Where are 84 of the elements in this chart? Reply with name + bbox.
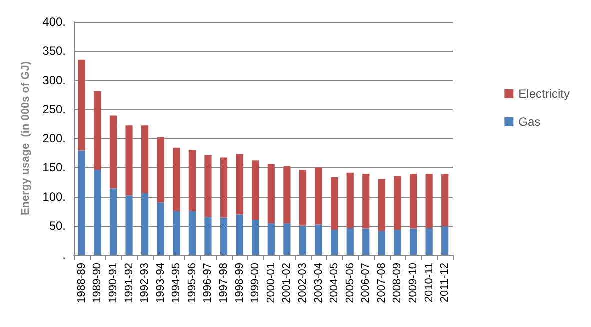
x-tick-label: 1998-99 [234, 263, 246, 304]
x-tick-label: 2002-03 [296, 263, 309, 304]
y-tick-label: 300. [42, 73, 66, 88]
x-tick-label: 1991-92 [123, 263, 136, 304]
y-tick-label: 250. [42, 102, 66, 116]
bar [284, 224, 291, 255]
x-tick-label: 2003-04 [312, 263, 325, 304]
bar [220, 158, 228, 218]
y-tick-label: 400. [42, 15, 66, 29]
bar [394, 230, 402, 255]
legend-label: Electricity [518, 87, 570, 101]
y-axis-title: Energy usage (in 000s of GJ) [20, 61, 32, 216]
x-tick-label: 2001-02 [281, 263, 294, 304]
bar [346, 172, 354, 228]
y-tick-label: . [62, 248, 66, 262]
y-tick-label: 50. [49, 218, 66, 233]
y-tick-label: 150. [42, 160, 66, 175]
bar [299, 170, 307, 226]
bar [126, 126, 133, 196]
bar [94, 91, 102, 170]
bar [204, 155, 212, 218]
bar [268, 164, 275, 224]
bar [410, 228, 418, 255]
bar [252, 220, 260, 255]
bar [331, 230, 338, 255]
x-tick-label: 1996-97 [202, 263, 214, 304]
bar [442, 174, 449, 226]
bar [315, 168, 322, 225]
bar [204, 217, 212, 255]
bar [378, 231, 386, 255]
bar [157, 202, 164, 255]
x-tick-label: 2008-09 [392, 263, 404, 304]
bar [173, 211, 180, 255]
bar [362, 228, 370, 255]
y-tick-label: 350. [42, 44, 66, 58]
bar [331, 178, 338, 230]
x-tick-label: 2006-07 [360, 263, 372, 304]
bar [378, 179, 386, 232]
x-tick-label: 2010-11 [423, 263, 436, 303]
bar [173, 148, 180, 212]
x-tick-label: 1995-96 [186, 263, 198, 304]
x-tick-label: 1999-00 [250, 263, 262, 304]
bar [268, 224, 275, 255]
bar [394, 176, 402, 230]
bar [236, 214, 244, 255]
x-tick-label: 2007-08 [376, 263, 388, 304]
x-tick-label: 1990-91 [107, 263, 120, 304]
bar [110, 188, 118, 255]
y-tick-label: 100. [42, 190, 66, 204]
bar [110, 116, 118, 189]
x-tick-label: 2011-12 [439, 263, 452, 303]
x-tick-label: 2005-06 [344, 263, 356, 304]
bar [362, 174, 370, 229]
x-tick-label: 2000-01 [265, 263, 278, 304]
bar [188, 150, 196, 212]
x-tick-label: 1992-93 [139, 263, 152, 304]
bar [126, 196, 133, 255]
x-tick-label: 1993-94 [154, 263, 167, 304]
legend-label: Gas [518, 115, 541, 129]
bar [410, 174, 418, 229]
x-tick-label: 2009-10 [408, 263, 420, 304]
bar [426, 174, 433, 228]
bar [78, 150, 86, 255]
x-tick-label: 1994-95 [170, 263, 183, 304]
bar [142, 193, 149, 255]
bar [94, 170, 102, 255]
bar [252, 160, 260, 220]
bar [315, 224, 322, 255]
bar [442, 226, 449, 255]
bar [299, 226, 307, 255]
bar [188, 211, 196, 255]
y-tick-label: 200. [42, 132, 66, 146]
x-tick-label: 1988-89 [76, 263, 88, 304]
bar [346, 228, 354, 255]
bar [157, 137, 164, 203]
bar [236, 154, 244, 215]
bar [220, 218, 228, 255]
x-tick-label: 2004-05 [328, 263, 341, 304]
bar [426, 228, 433, 255]
bar [78, 60, 86, 151]
bar [284, 166, 291, 224]
bar [142, 126, 149, 194]
x-tick-label: 1989-90 [92, 263, 104, 304]
x-tick-label: 1997-98 [218, 263, 230, 304]
